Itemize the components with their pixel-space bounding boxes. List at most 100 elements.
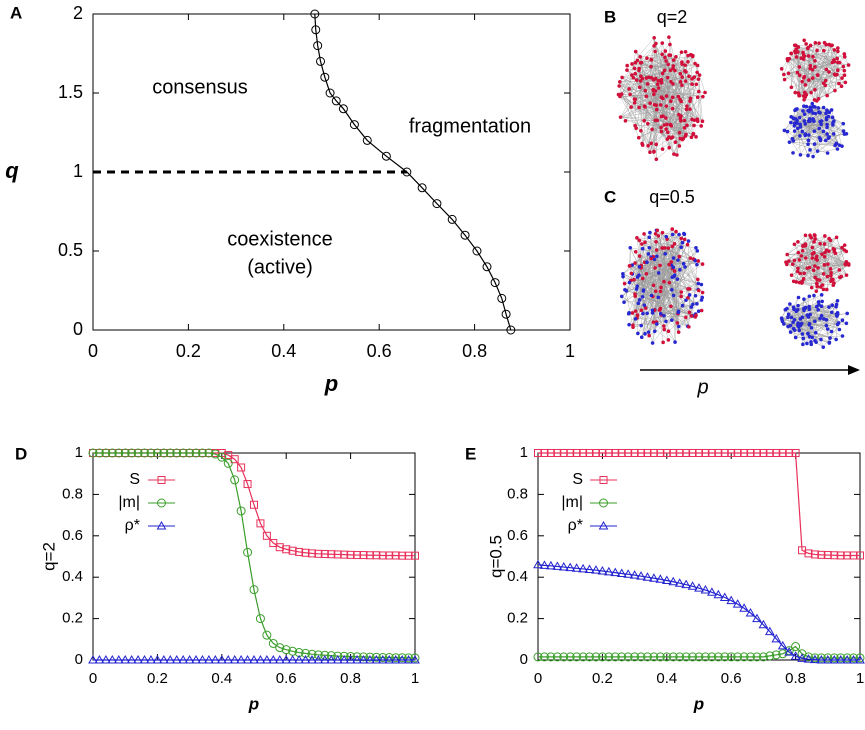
network-node [654, 232, 658, 236]
network-node [679, 80, 683, 84]
network-node [692, 124, 696, 128]
network-node [816, 308, 820, 312]
network-node [837, 82, 841, 86]
network-node [798, 94, 802, 98]
network-node [830, 303, 834, 307]
network-node [666, 130, 670, 134]
network-node [825, 248, 829, 252]
network-node [674, 55, 678, 59]
network-node [806, 46, 810, 50]
network-node [816, 149, 820, 153]
network-node [700, 296, 704, 300]
network-node [823, 41, 827, 45]
network-node [820, 252, 824, 256]
network-node [679, 72, 683, 76]
network-node [808, 335, 812, 339]
network-node [640, 309, 644, 313]
network-node [802, 272, 806, 276]
network-node [807, 133, 811, 137]
network-node [671, 96, 675, 100]
network-node [813, 65, 817, 69]
network-node [791, 116, 795, 120]
network-node [647, 235, 651, 239]
x-tick-label: 0.2 [176, 341, 201, 361]
network-node [845, 321, 849, 325]
network-node [793, 91, 797, 95]
network-node [646, 82, 650, 86]
network-node [697, 289, 701, 293]
network-node [678, 144, 682, 148]
legend-label: S [129, 471, 140, 488]
network-node [688, 310, 692, 314]
network-node [835, 312, 839, 316]
network-node [676, 321, 680, 325]
network-node [645, 56, 649, 60]
network-node [638, 298, 642, 302]
network-node [633, 101, 637, 105]
panel-label: D [15, 444, 27, 463]
network-node [638, 55, 642, 59]
network-node [670, 318, 674, 322]
network-node [647, 330, 651, 334]
network-node [676, 258, 680, 262]
network-node [813, 88, 817, 92]
network-node [659, 103, 663, 107]
network-node [644, 89, 648, 93]
y-tick-label: 2 [73, 3, 83, 23]
network-node [804, 95, 808, 99]
network-node [813, 237, 817, 241]
network-node [808, 148, 812, 152]
network-node [835, 236, 839, 240]
network-node [836, 50, 840, 54]
network-node [680, 62, 684, 66]
network-node [648, 150, 652, 154]
network-node [671, 245, 675, 249]
y-tick-label: 0.8 [62, 485, 83, 502]
network-node [798, 134, 802, 138]
y-tick-label: 0 [73, 319, 83, 339]
network-node [625, 64, 629, 68]
network-node [789, 52, 793, 56]
x-tick-label: 0.8 [340, 670, 361, 687]
network-node [817, 41, 821, 45]
network-node [791, 262, 795, 266]
network-node [701, 291, 705, 295]
network-node [840, 76, 844, 80]
network-node [813, 129, 817, 133]
network-node [654, 157, 658, 161]
network-node [815, 282, 819, 286]
network-node [620, 76, 624, 80]
network-node [826, 262, 830, 266]
network-node [638, 85, 642, 89]
network-node [647, 75, 651, 79]
network-node [787, 259, 791, 263]
network-node [814, 41, 818, 45]
network-node [700, 283, 704, 287]
network-node [801, 109, 805, 113]
network-node [795, 280, 799, 284]
network-node [634, 61, 638, 65]
network-node [780, 67, 784, 71]
network-node [796, 308, 800, 312]
y-tick-label: 0.6 [507, 527, 528, 544]
network-node [618, 80, 622, 84]
network-node [640, 242, 644, 246]
network-node [635, 78, 639, 82]
network-node [813, 142, 817, 146]
x-tick-label: 1 [411, 670, 419, 687]
network-node [669, 260, 673, 264]
network-node [680, 50, 684, 54]
network-node [665, 104, 669, 108]
network-node [818, 317, 822, 321]
network-node [661, 97, 665, 101]
network-node [650, 127, 654, 131]
network-node [692, 75, 696, 79]
network-node [677, 95, 681, 99]
network-node [811, 246, 815, 250]
network-node [843, 52, 847, 56]
network-node [782, 73, 786, 77]
network-node [696, 64, 700, 68]
network-node [697, 90, 701, 94]
network-node [630, 62, 634, 66]
network-node [671, 233, 675, 237]
